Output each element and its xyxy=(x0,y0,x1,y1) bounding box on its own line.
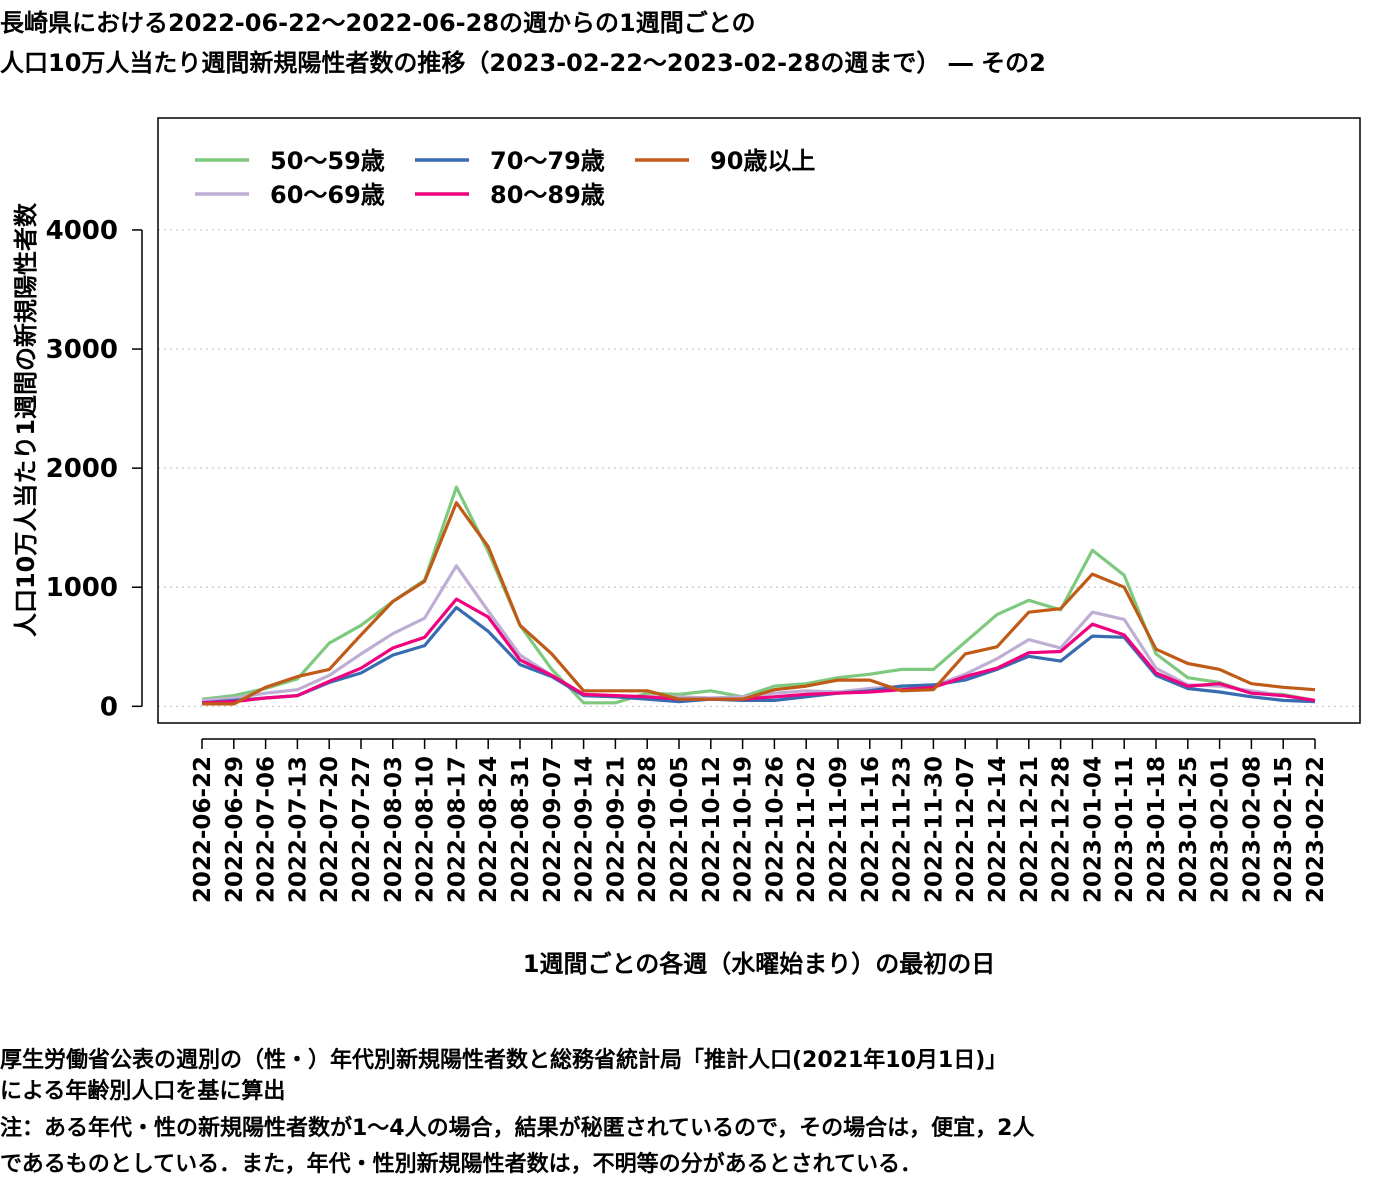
legend-label: 60～69歳 xyxy=(270,181,385,209)
legend-label: 50～59歳 xyxy=(270,147,385,175)
x-tick-label: 2022-12-14 xyxy=(985,756,1011,903)
grid-lines xyxy=(158,229,1360,707)
x-tick-label: 2022-11-30 xyxy=(921,756,947,903)
y-tick-label: 4000 xyxy=(46,216,118,246)
x-tick-label: 2023-02-15 xyxy=(1271,756,1297,903)
y-tick-label: 1000 xyxy=(46,573,118,603)
series-line xyxy=(201,597,1316,705)
x-tick-label: 2022-09-07 xyxy=(540,756,566,903)
note-line-3: 注：ある年代・性の新規陽性者数が1～4人の場合，結果が秘匿されているので，その場… xyxy=(0,1116,1035,1141)
x-tick-label: 2022-10-26 xyxy=(762,756,788,903)
y-axis: 0 1000 2000 3000 4000 xyxy=(46,216,143,722)
x-tick-label: 2022-06-22 xyxy=(190,756,216,903)
x-tick-label: 2022-11-16 xyxy=(858,756,884,903)
x-tick-label: 2023-01-18 xyxy=(1144,756,1170,903)
x-tick-label: 2022-07-13 xyxy=(285,756,311,903)
chart-title-line1: 長崎県における2022-06-22～2022-06-28の週からの1週間ごとの xyxy=(0,9,756,37)
legend-label: 80～89歳 xyxy=(490,181,605,209)
x-tick-label: 2022-09-14 xyxy=(572,756,598,903)
y-axis-label: 人口10万人当たり1週間の新規陽性者数 xyxy=(12,202,40,637)
x-tick-label: 2022-08-31 xyxy=(508,756,534,903)
note-line-4: であるものとしている．また，年代・性別新規陽性者数は，不明等の分があるとされてい… xyxy=(0,1152,923,1177)
x-tick-label: 2022-12-21 xyxy=(1017,756,1043,903)
series-line xyxy=(202,501,1316,706)
legend: 50～59歳 60～69歳 70～79歳 80～89歳 90歳以上 xyxy=(195,147,815,209)
y-tick-label: 3000 xyxy=(46,335,118,365)
x-tick-label: 2022-09-28 xyxy=(635,756,661,903)
x-tick-label: 2023-02-08 xyxy=(1239,756,1265,903)
x-tick-label: 2022-12-07 xyxy=(953,756,979,903)
y-tick-label: 2000 xyxy=(46,454,118,484)
x-tick-label: 2023-02-22 xyxy=(1303,756,1329,903)
legend-label: 90歳以上 xyxy=(710,147,815,175)
x-tick-label: 2023-01-11 xyxy=(1112,756,1138,903)
series-lines xyxy=(201,485,1316,706)
x-axis: 2022-06-22 2022-06-29 2022-07-06 2022-07-13… xyxy=(190,738,1329,903)
x-tick-label: 2022-08-10 xyxy=(413,756,439,903)
x-tick-label: 2022-11-09 xyxy=(826,756,852,903)
legend-label: 70～79歳 xyxy=(490,147,605,175)
x-tick-label: 2022-06-29 xyxy=(222,756,248,903)
x-tick-label: 2022-08-03 xyxy=(381,756,407,903)
x-tick-label: 2022-09-21 xyxy=(603,756,629,903)
x-tick-label: 2022-08-24 xyxy=(476,756,502,903)
y-tick-label: 0 xyxy=(100,692,118,722)
x-tick-label: 2022-07-27 xyxy=(349,756,375,903)
note-line-2: による年齢別人口を基に算出 xyxy=(0,1079,286,1104)
x-tick-label: 2022-11-23 xyxy=(890,756,916,903)
x-tick-label: 2022-10-19 xyxy=(731,756,757,903)
x-axis-label: 1週間ごとの各週（水曜始まり）の最初の日 xyxy=(523,950,995,978)
x-tick-label: 2022-10-12 xyxy=(699,756,725,903)
note-line-1: 厚生労働省公表の週別の（性・）年代別新規陽性者数と総務省統計局「推計人口(202… xyxy=(0,1048,1008,1073)
x-tick-label: 2022-11-02 xyxy=(794,756,820,903)
plot-frame xyxy=(157,117,1361,724)
x-tick-label: 2023-01-04 xyxy=(1080,756,1106,903)
x-tick-label: 2022-07-20 xyxy=(317,756,343,903)
x-tick-label: 2023-02-01 xyxy=(1208,756,1234,903)
x-tick-label: 2023-01-25 xyxy=(1176,756,1202,903)
x-tick-label: 2022-07-06 xyxy=(254,756,280,903)
x-tick-label: 2022-08-17 xyxy=(444,756,470,903)
x-tick-label: 2022-12-28 xyxy=(1049,756,1075,903)
chart-title-line2: 人口10万人当たり週間新規陽性者数の推移（2023-02-22～2023-02-… xyxy=(0,49,1046,77)
series-line xyxy=(201,485,1316,705)
x-tick-label: 2022-10-05 xyxy=(667,756,693,903)
